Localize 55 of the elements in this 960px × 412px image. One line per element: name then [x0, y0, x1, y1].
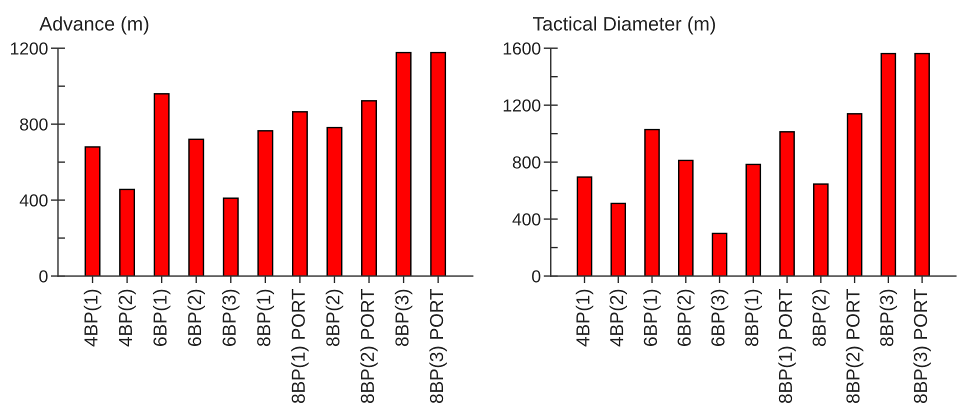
y-tick-label: 1600: [504, 42, 540, 55]
x-tick-label: 6BP(1): [643, 290, 661, 346]
bar: [576, 176, 592, 276]
bar: [678, 160, 694, 276]
y-axis-title: Advance (m): [39, 16, 148, 35]
y-tick-label: 800: [20, 118, 48, 131]
x-tick-label: 8BP(2): [326, 290, 344, 346]
y-tick-label: 1200: [504, 99, 540, 112]
x-tick-label: 4BP(1): [576, 290, 594, 346]
x-tick-label: 4BP(2): [610, 290, 627, 346]
bar: [846, 113, 862, 276]
bar: [396, 52, 412, 276]
y-tick-label: 0: [39, 270, 48, 282]
y-tick-label: 800: [512, 156, 540, 169]
x-tick-label: 8BP(2) PORT: [360, 288, 378, 404]
y-tick-label: 1200: [10, 42, 48, 55]
y-tick-label: 400: [512, 213, 540, 226]
x-tick-label: 6BP(2): [187, 290, 205, 346]
x-tick-label: 4BP(1): [84, 290, 102, 346]
bar: [644, 128, 660, 276]
bar: [222, 198, 239, 276]
y-tick-label: 0: [532, 270, 540, 282]
bar: [84, 146, 100, 276]
bar: [914, 52, 930, 276]
x-tick-label: 4BP(2): [118, 290, 136, 346]
x-tick-label: 8BP(3): [394, 290, 412, 346]
bar: [813, 183, 829, 276]
bar: [326, 126, 342, 276]
x-tick-label: 8BP(1): [744, 290, 762, 346]
x-tick-label: 8BP(3) PORT: [913, 288, 931, 404]
bar: [257, 130, 274, 276]
bar: [188, 138, 204, 276]
x-tick-label: 8BP(2) PORT: [846, 288, 864, 404]
bar: [610, 202, 626, 276]
x-tick-label: 6BP(2): [677, 290, 695, 346]
y-tick-label: 400: [20, 194, 48, 207]
bar: [119, 188, 136, 276]
x-tick-label: 6BP(3): [710, 290, 728, 346]
x-tick-label: 6BP(1): [152, 290, 170, 346]
x-tick-label: 8BP(1) PORT: [291, 288, 309, 404]
x-tick-label: 8BP(3) PORT: [429, 288, 447, 404]
bar: [292, 111, 308, 276]
x-tick-label: 6BP(3): [222, 290, 240, 346]
bar: [361, 100, 377, 276]
bar: [880, 52, 896, 276]
x-tick-label: 8BP(1): [256, 290, 274, 346]
bar: [779, 131, 795, 276]
bar: [154, 93, 170, 276]
bar: [430, 52, 446, 276]
bar: [712, 232, 728, 276]
x-tick-label: 8BP(2): [812, 290, 830, 346]
y-axis-title: Tactical Diameter (m): [532, 16, 715, 35]
x-tick-label: 8BP(1) PORT: [778, 288, 796, 404]
x-tick-label: 8BP(3): [880, 290, 898, 346]
bar: [746, 164, 762, 276]
